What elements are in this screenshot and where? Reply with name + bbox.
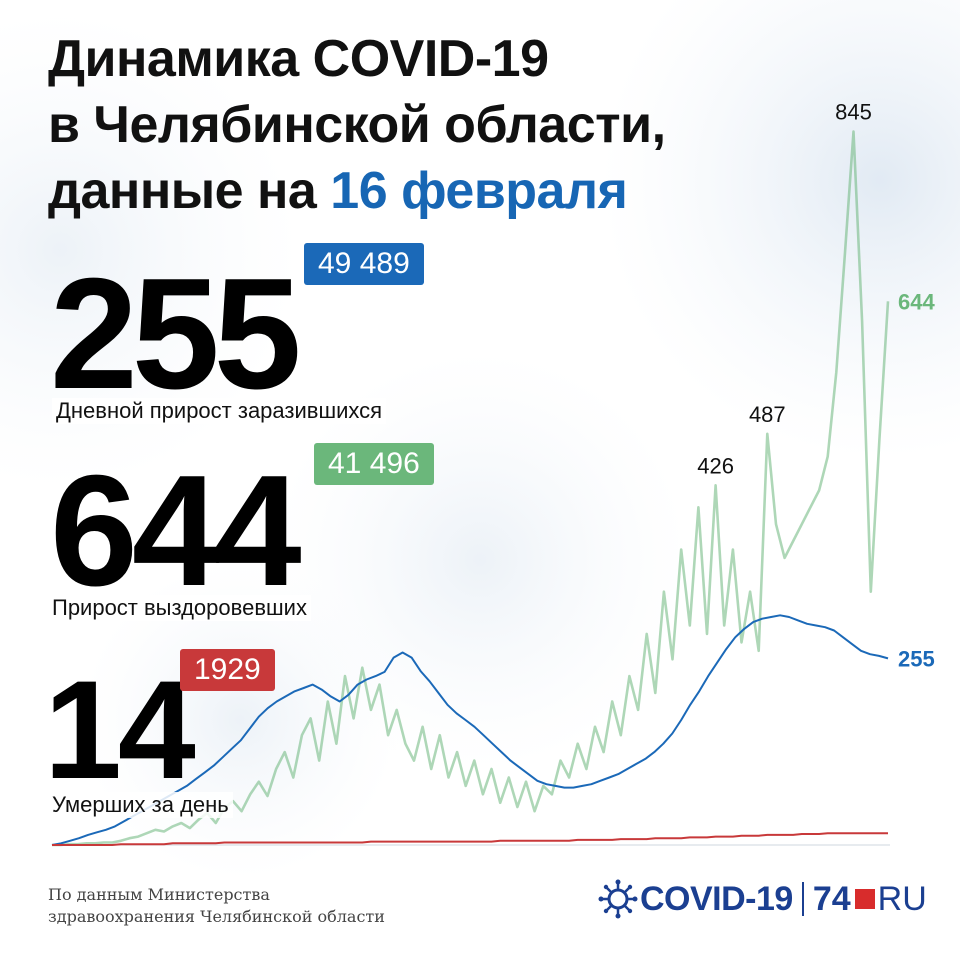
peak-label-487: 487 <box>749 402 786 427</box>
source-note: По данным Министерства здравоохранения Ч… <box>48 884 385 928</box>
total-deaths-badge: 1929 <box>180 649 275 691</box>
title-line-3: данные на 16 февраля <box>48 158 666 224</box>
deaths-series-line <box>52 832 888 846</box>
daily-recovered-label: Прирост выздоровевших <box>48 595 311 621</box>
source-line-1: По данным Министерства <box>48 885 270 904</box>
daily-deaths-number: 14 <box>44 651 196 808</box>
source-line-2: здравоохранения Челябинской области <box>48 907 385 926</box>
total-recovered-badge: 41 496 <box>314 443 434 485</box>
logo-74-text: 74 <box>812 879 851 918</box>
title-line-1: Динамика COVID-19 <box>48 30 549 88</box>
logo-red-square <box>854 889 875 909</box>
covid-74ru-logo: COVID-19 74 RU <box>598 874 927 924</box>
snow-decoration <box>0 10 300 490</box>
recovered-series-line <box>52 130 890 847</box>
peak-label-426: 426 <box>697 453 734 478</box>
daily-cases-label: Дневной прирост заразившихся <box>52 398 387 424</box>
daily-deaths-label: Умерших за день <box>48 792 233 818</box>
peak-label-845: 845 <box>835 100 872 125</box>
title-line-3-prefix: данные на <box>48 162 331 220</box>
title-date: 16 февраля <box>330 162 628 220</box>
daily-cases-number: 255 <box>50 246 302 422</box>
logo-covid-text: COVID-19 <box>640 879 793 918</box>
logo-separator <box>801 882 804 916</box>
snow-decoration <box>600 0 960 460</box>
infected-end-label: 255 <box>898 646 935 671</box>
page-title: Динамика COVID-19 в Челябинской области,… <box>48 26 666 224</box>
recovered-end-label: 644 <box>898 289 935 314</box>
infected-series-line <box>51 614 889 846</box>
daily-recovered-number: 644 <box>50 443 302 619</box>
virus-icon <box>598 879 638 919</box>
total-cases-badge: 49 489 <box>304 243 424 285</box>
title-line-2: в Челябинской области, <box>48 96 666 154</box>
logo-ru-text: RU <box>877 879 927 918</box>
